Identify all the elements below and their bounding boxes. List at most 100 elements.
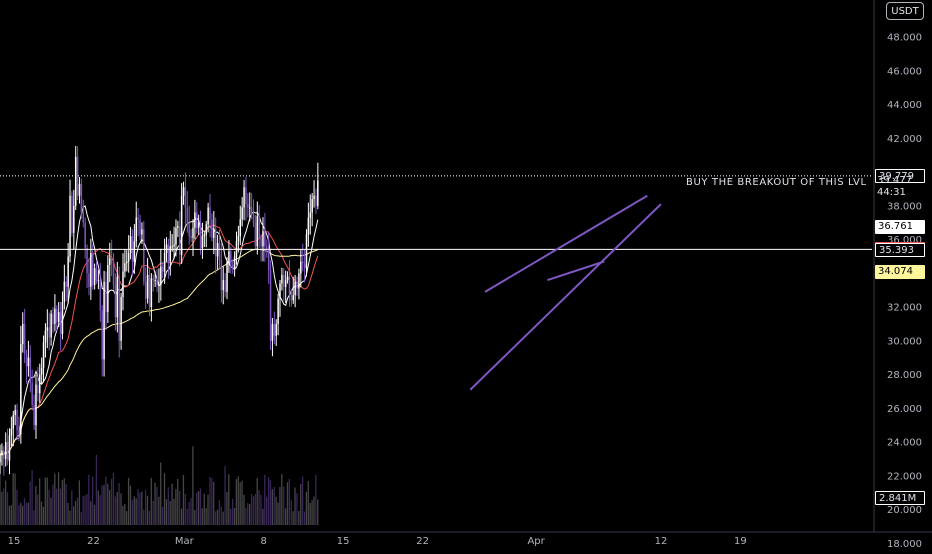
horizontal-lines[interactable] — [0, 175, 872, 250]
candle-body — [309, 212, 312, 218]
volume-bar — [311, 500, 313, 525]
candle-body — [165, 244, 168, 254]
candle-body — [315, 195, 317, 206]
candle-body — [29, 357, 32, 383]
volume-bar — [279, 487, 281, 525]
currency-button[interactable]: USDT — [886, 2, 924, 20]
volume-bar — [84, 495, 86, 525]
volume-bar — [184, 494, 186, 525]
volume-bar — [120, 493, 122, 525]
candle-body — [283, 275, 285, 287]
candle-body — [152, 278, 155, 281]
candle-body — [71, 195, 73, 233]
volume-bar — [260, 494, 262, 525]
candle-body — [171, 246, 173, 248]
candle-body — [262, 231, 264, 247]
candle-body — [21, 323, 24, 345]
candle-body — [196, 212, 198, 228]
volume-bar — [63, 478, 65, 525]
volume-bar — [29, 481, 31, 525]
volume-bar — [86, 493, 88, 525]
time-tick-label: 22 — [87, 536, 100, 547]
candle-body — [311, 199, 313, 213]
volume-bar — [277, 502, 279, 525]
volume-bar — [194, 510, 196, 525]
volume-bar — [190, 497, 192, 525]
candle-body — [186, 207, 189, 223]
candle-body — [235, 241, 238, 257]
volume-bar — [1, 491, 3, 525]
volume-bar — [110, 478, 113, 525]
candle-body — [144, 281, 147, 299]
candle-body — [214, 229, 217, 257]
volume-bar — [222, 511, 224, 525]
volume-bar — [10, 505, 12, 525]
volume-bar — [95, 454, 98, 525]
volume-bar — [46, 477, 48, 525]
candle-body — [80, 183, 83, 213]
candle-body — [161, 266, 164, 272]
price-tick-label: 24.000 — [887, 438, 922, 449]
candle-body — [48, 327, 50, 338]
volume-bar — [8, 505, 11, 525]
volume-bar — [52, 484, 54, 525]
volume-bar — [243, 494, 245, 525]
candle-body — [150, 278, 153, 308]
volume-bar — [266, 496, 268, 525]
candle-body — [137, 217, 139, 220]
volume-bar — [211, 478, 213, 525]
volume-bar — [14, 473, 16, 525]
trendlines[interactable] — [469, 194, 662, 391]
candle-body — [73, 205, 75, 233]
time-tick-label: 19 — [734, 536, 747, 547]
volume-bar — [105, 476, 107, 525]
trendline[interactable] — [469, 203, 662, 391]
candle-body — [252, 214, 255, 223]
trendline[interactable] — [547, 260, 605, 282]
volume-bar — [31, 470, 33, 525]
price-tag: 39.779 — [875, 168, 925, 183]
volume-bar — [99, 495, 101, 525]
volume-bar — [101, 485, 103, 525]
volume-bar — [69, 510, 71, 525]
volume-bar — [305, 491, 308, 525]
candle-body — [184, 187, 187, 208]
volume-bar — [76, 497, 79, 525]
time-axis[interactable]: 15 22 Mar 8 15 22 Apr 12 19 — [0, 531, 932, 547]
price-tick-label: 44.000 — [887, 100, 922, 111]
candle-body — [237, 236, 240, 242]
candle-body — [6, 442, 9, 461]
candle-body — [110, 258, 113, 264]
candle-body — [88, 273, 90, 287]
volume-tag: 2.841M — [875, 491, 925, 505]
volume-bar — [226, 492, 228, 525]
breakout-annotation[interactable]: BUY THE BREAKOUT OF THIS LVL — [686, 177, 867, 188]
time-tick-label: 15 — [8, 536, 21, 547]
candle-body — [160, 266, 162, 286]
volume-bar — [20, 502, 22, 525]
time-tick-label: Mar — [175, 536, 195, 547]
volume-bar — [0, 474, 1, 525]
volume-bar — [214, 511, 217, 525]
candle-body — [118, 276, 120, 341]
volume-bar — [313, 496, 315, 525]
volume-bar — [35, 486, 37, 525]
candle-body — [10, 428, 13, 436]
time-tick-label: Apr — [527, 536, 545, 547]
candle-body — [120, 296, 122, 341]
trendline[interactable] — [484, 194, 648, 293]
candle-body — [148, 275, 151, 308]
volume-bar — [33, 510, 35, 525]
volume-bar — [122, 505, 124, 525]
price-tick-label: 32.000 — [887, 303, 922, 314]
volume-bar — [169, 501, 171, 525]
volume-bar — [307, 481, 309, 525]
candle-body — [298, 273, 300, 289]
candle-body — [40, 367, 43, 375]
candle-body — [275, 323, 277, 336]
candle-body — [220, 259, 223, 291]
volume-bars — [0, 446, 319, 525]
price-axis[interactable]: 48.000 46.000 44.000 42.000 38.000 36.000 32.0… — [873, 0, 922, 550]
